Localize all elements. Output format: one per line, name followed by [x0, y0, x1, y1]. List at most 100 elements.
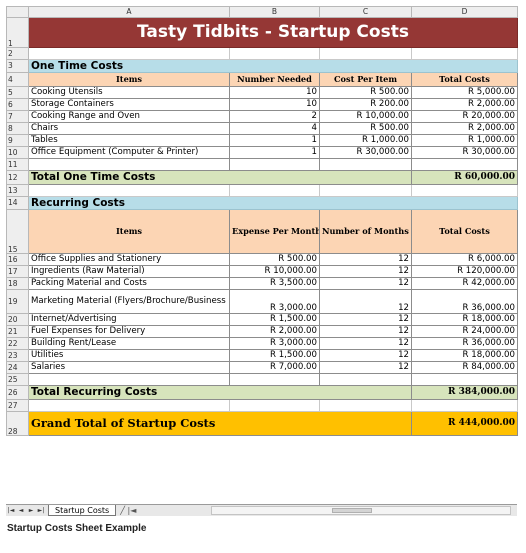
row-header[interactable]: 17 [6, 265, 29, 278]
item-cell[interactable]: Tables [28, 134, 230, 147]
months-cell[interactable]: 12 [319, 361, 412, 374]
qty-cell[interactable]: 10 [229, 86, 320, 99]
row-header[interactable]: 4 [6, 72, 29, 87]
item-cell[interactable]: Utilities [28, 349, 230, 362]
qty-cell[interactable]: 2 [229, 110, 320, 123]
cell[interactable] [229, 158, 320, 171]
cell[interactable] [229, 47, 320, 60]
total-recurring-label[interactable]: Total Recurring Costs [28, 385, 412, 400]
cell[interactable] [28, 47, 230, 60]
total-cell[interactable]: R 6,000.00 [411, 253, 518, 266]
total-cell[interactable]: R 36,000.00 [411, 289, 518, 314]
total-cell[interactable]: R 5,000.00 [411, 86, 518, 99]
months-cell[interactable]: 12 [319, 277, 412, 290]
months-cell[interactable]: 12 [319, 313, 412, 326]
item-cell[interactable]: Salaries [28, 361, 230, 374]
total-cell[interactable]: R 30,000.00 [411, 146, 518, 159]
row-header[interactable]: 28 [6, 411, 29, 436]
row-header[interactable]: 12 [6, 170, 29, 185]
total-cell[interactable]: R 36,000.00 [411, 337, 518, 350]
total-one-time-value[interactable]: R 60,000.00 [411, 170, 518, 185]
cell[interactable] [28, 184, 230, 197]
item-cell[interactable]: Fuel Expenses for Delivery [28, 325, 230, 338]
item-cell[interactable]: Office Equipment (Computer & Printer) [28, 146, 230, 159]
row-header[interactable]: 18 [6, 277, 29, 290]
months-cell[interactable]: 12 [319, 289, 412, 314]
total-recurring-value[interactable]: R 384,000.00 [411, 385, 518, 400]
row-header[interactable]: 25 [6, 373, 29, 386]
qty-cell[interactable]: 10 [229, 98, 320, 111]
total-cell[interactable]: R 18,000.00 [411, 313, 518, 326]
expense-cell[interactable]: R 500.00 [229, 253, 320, 266]
qty-cell[interactable]: 4 [229, 122, 320, 135]
item-cell[interactable]: Office Supplies and Stationery [28, 253, 230, 266]
expense-cell[interactable]: R 3,000.00 [229, 289, 320, 314]
row-header[interactable]: 21 [6, 325, 29, 338]
total-cell[interactable]: R 42,000.00 [411, 277, 518, 290]
months-cell[interactable]: 12 [319, 337, 412, 350]
last-sheet-icon[interactable]: ►| [37, 507, 45, 514]
row-header[interactable]: 24 [6, 361, 29, 374]
expense-cell[interactable]: R 7,000.00 [229, 361, 320, 374]
header-number-needed[interactable]: Number Needed [229, 72, 320, 87]
cell[interactable] [411, 158, 518, 171]
total-cell[interactable]: R 2,000.00 [411, 98, 518, 111]
cost-cell[interactable]: R 200.00 [319, 98, 412, 111]
cell[interactable] [28, 158, 230, 171]
cell[interactable] [319, 373, 412, 386]
total-cell[interactable]: R 18,000.00 [411, 349, 518, 362]
row-header[interactable]: 26 [6, 385, 29, 400]
row-header[interactable]: 15 [6, 209, 29, 254]
total-cell[interactable]: R 1,000.00 [411, 134, 518, 147]
item-cell[interactable]: Packing Material and Costs [28, 277, 230, 290]
cell[interactable] [229, 184, 320, 197]
row-header[interactable]: 27 [6, 399, 29, 412]
months-cell[interactable]: 12 [319, 349, 412, 362]
total-cell[interactable]: R 84,000.00 [411, 361, 518, 374]
months-cell[interactable]: 12 [319, 253, 412, 266]
cost-cell[interactable]: R 500.00 [319, 122, 412, 135]
row-header[interactable]: 13 [6, 184, 29, 197]
one-time-costs-section[interactable]: One Time Costs [28, 59, 518, 73]
cell[interactable] [28, 373, 230, 386]
column-header-c[interactable]: C [319, 6, 412, 18]
row-header[interactable]: 7 [6, 110, 29, 123]
cell[interactable] [319, 399, 412, 412]
row-header[interactable]: 11 [6, 158, 29, 171]
item-cell[interactable]: Internet/Advertising [28, 313, 230, 326]
row-header[interactable]: 19 [6, 289, 29, 314]
select-all-corner[interactable] [6, 6, 29, 18]
row-header[interactable]: 14 [6, 196, 29, 210]
recurring-costs-section[interactable]: Recurring Costs [28, 196, 518, 210]
item-cell[interactable]: Ingredients (Raw Material) [28, 265, 230, 278]
new-sheet-icon[interactable]: ╱ |◄ [120, 506, 137, 515]
expense-cell[interactable]: R 2,000.00 [229, 325, 320, 338]
grand-total-label[interactable]: Grand Total of Startup Costs [28, 411, 412, 436]
cell[interactable] [319, 184, 412, 197]
row-header[interactable]: 23 [6, 349, 29, 362]
item-cell[interactable]: Storage Containers [28, 98, 230, 111]
row-header[interactable]: 1 [6, 17, 29, 48]
row-header[interactable]: 8 [6, 122, 29, 135]
cell[interactable] [411, 184, 518, 197]
header-total-costs[interactable]: Total Costs [411, 209, 518, 254]
expense-cell[interactable]: R 1,500.00 [229, 349, 320, 362]
horizontal-scrollbar[interactable] [211, 506, 511, 515]
cost-cell[interactable]: R 30,000.00 [319, 146, 412, 159]
total-cell[interactable]: R 20,000.00 [411, 110, 518, 123]
cell[interactable] [28, 399, 230, 412]
cell[interactable] [411, 373, 518, 386]
expense-cell[interactable]: R 3,500.00 [229, 277, 320, 290]
first-sheet-icon[interactable]: |◄ [7, 507, 15, 514]
header-total-costs[interactable]: Total Costs [411, 72, 518, 87]
grand-total-value[interactable]: R 444,000.00 [411, 411, 518, 436]
cell[interactable] [411, 47, 518, 60]
header-items[interactable]: Items [28, 209, 230, 254]
row-header[interactable]: 3 [6, 59, 29, 73]
cost-cell[interactable]: R 10,000.00 [319, 110, 412, 123]
row-header[interactable]: 16 [6, 253, 29, 266]
row-header[interactable]: 10 [6, 146, 29, 159]
row-header[interactable]: 6 [6, 98, 29, 111]
cell[interactable] [319, 47, 412, 60]
expense-cell[interactable]: R 1,500.00 [229, 313, 320, 326]
